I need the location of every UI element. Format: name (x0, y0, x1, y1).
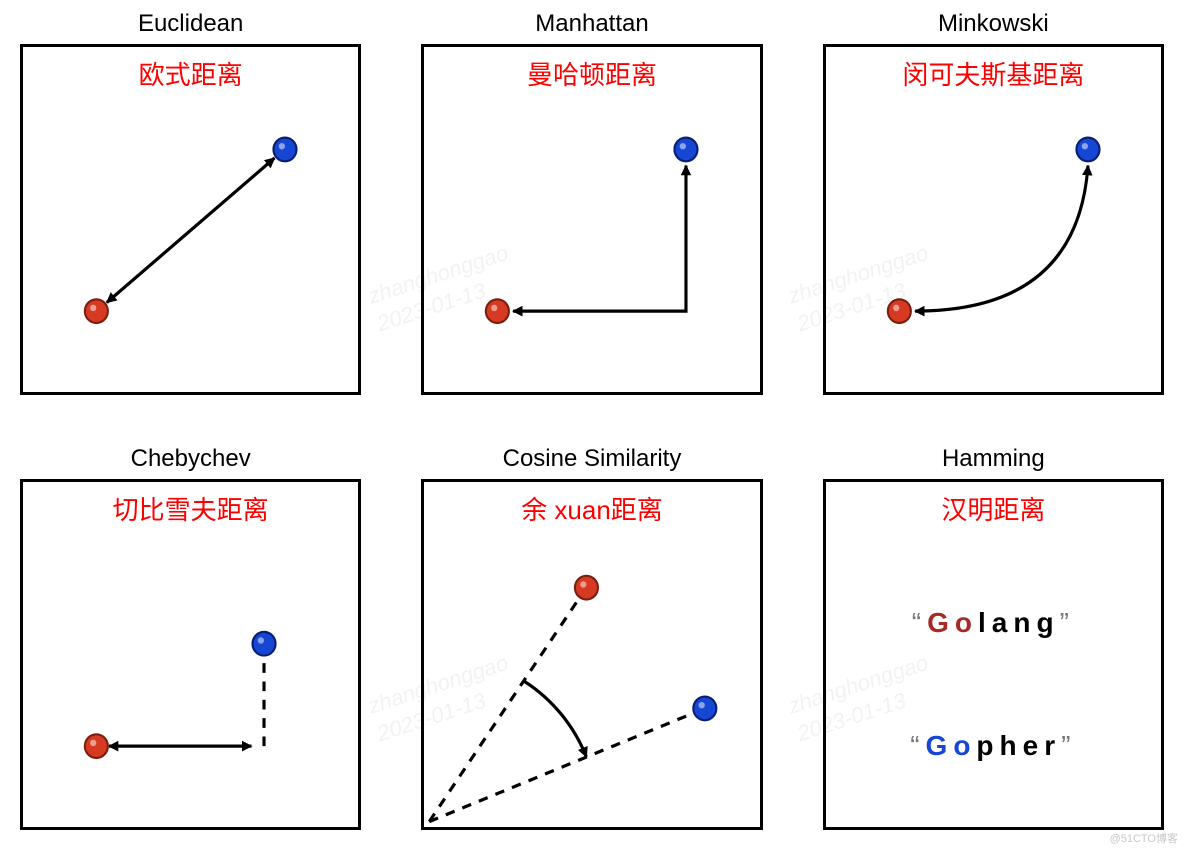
diagram-cosine (424, 482, 759, 827)
title-zh-cosine: 余 xuan距离 (424, 490, 759, 527)
diagram-manhattan (424, 47, 759, 392)
title-en-cosine: Cosine Similarity (503, 445, 682, 473)
title-zh-chebychev: 切比雪夫距离 (23, 490, 358, 527)
cell-manhattan: Manhattan 曼哈顿距离 (421, 10, 762, 395)
title-zh-manhattan: 曼哈顿距离 (424, 55, 759, 92)
cell-euclidean: Euclidean 欧式距离 (20, 10, 361, 395)
panel-cosine: 余 xuan距离 (421, 479, 762, 830)
title-en-manhattan: Manhattan (535, 10, 648, 38)
title-en-chebychev: Chebychev (131, 445, 251, 473)
cell-chebychev: Chebychev 切比雪夫距离 (20, 445, 361, 830)
panel-manhattan: 曼哈顿距离 (421, 44, 762, 395)
hamming-text-area: “Golang” “Gopher” (826, 562, 1161, 807)
panel-euclidean: 欧式距离 (20, 44, 361, 395)
title-en-euclidean: Euclidean (138, 10, 243, 38)
title-en-hamming: Hamming (942, 445, 1045, 473)
diagram-minkowski (826, 47, 1161, 392)
panel-hamming: 汉明距离 “Golang” “Gopher” (823, 479, 1164, 830)
panel-chebychev: 切比雪夫距离 (20, 479, 361, 830)
diagram-euclidean (23, 47, 358, 392)
distance-grid: Euclidean 欧式距离 Manhattan 曼哈顿距离 Minkowski… (0, 0, 1184, 850)
diagram-chebychev (23, 482, 358, 827)
panel-minkowski: 闵可夫斯基距离 (823, 44, 1164, 395)
hamming-word: “Gopher” (910, 730, 1076, 762)
hamming-word: “Golang” (912, 607, 1075, 639)
cell-minkowski: Minkowski 闵可夫斯基距离 (823, 10, 1164, 395)
attribution-text: @51CTO博客 (1110, 830, 1178, 846)
title-zh-minkowski: 闵可夫斯基距离 (826, 55, 1161, 92)
title-zh-euclidean: 欧式距离 (23, 55, 358, 92)
title-en-minkowski: Minkowski (938, 10, 1049, 38)
cell-cosine: Cosine Similarity 余 xuan距离 (421, 445, 762, 830)
cell-hamming: Hamming 汉明距离 “Golang” “Gopher” (823, 445, 1164, 830)
title-zh-hamming: 汉明距离 (826, 490, 1161, 527)
